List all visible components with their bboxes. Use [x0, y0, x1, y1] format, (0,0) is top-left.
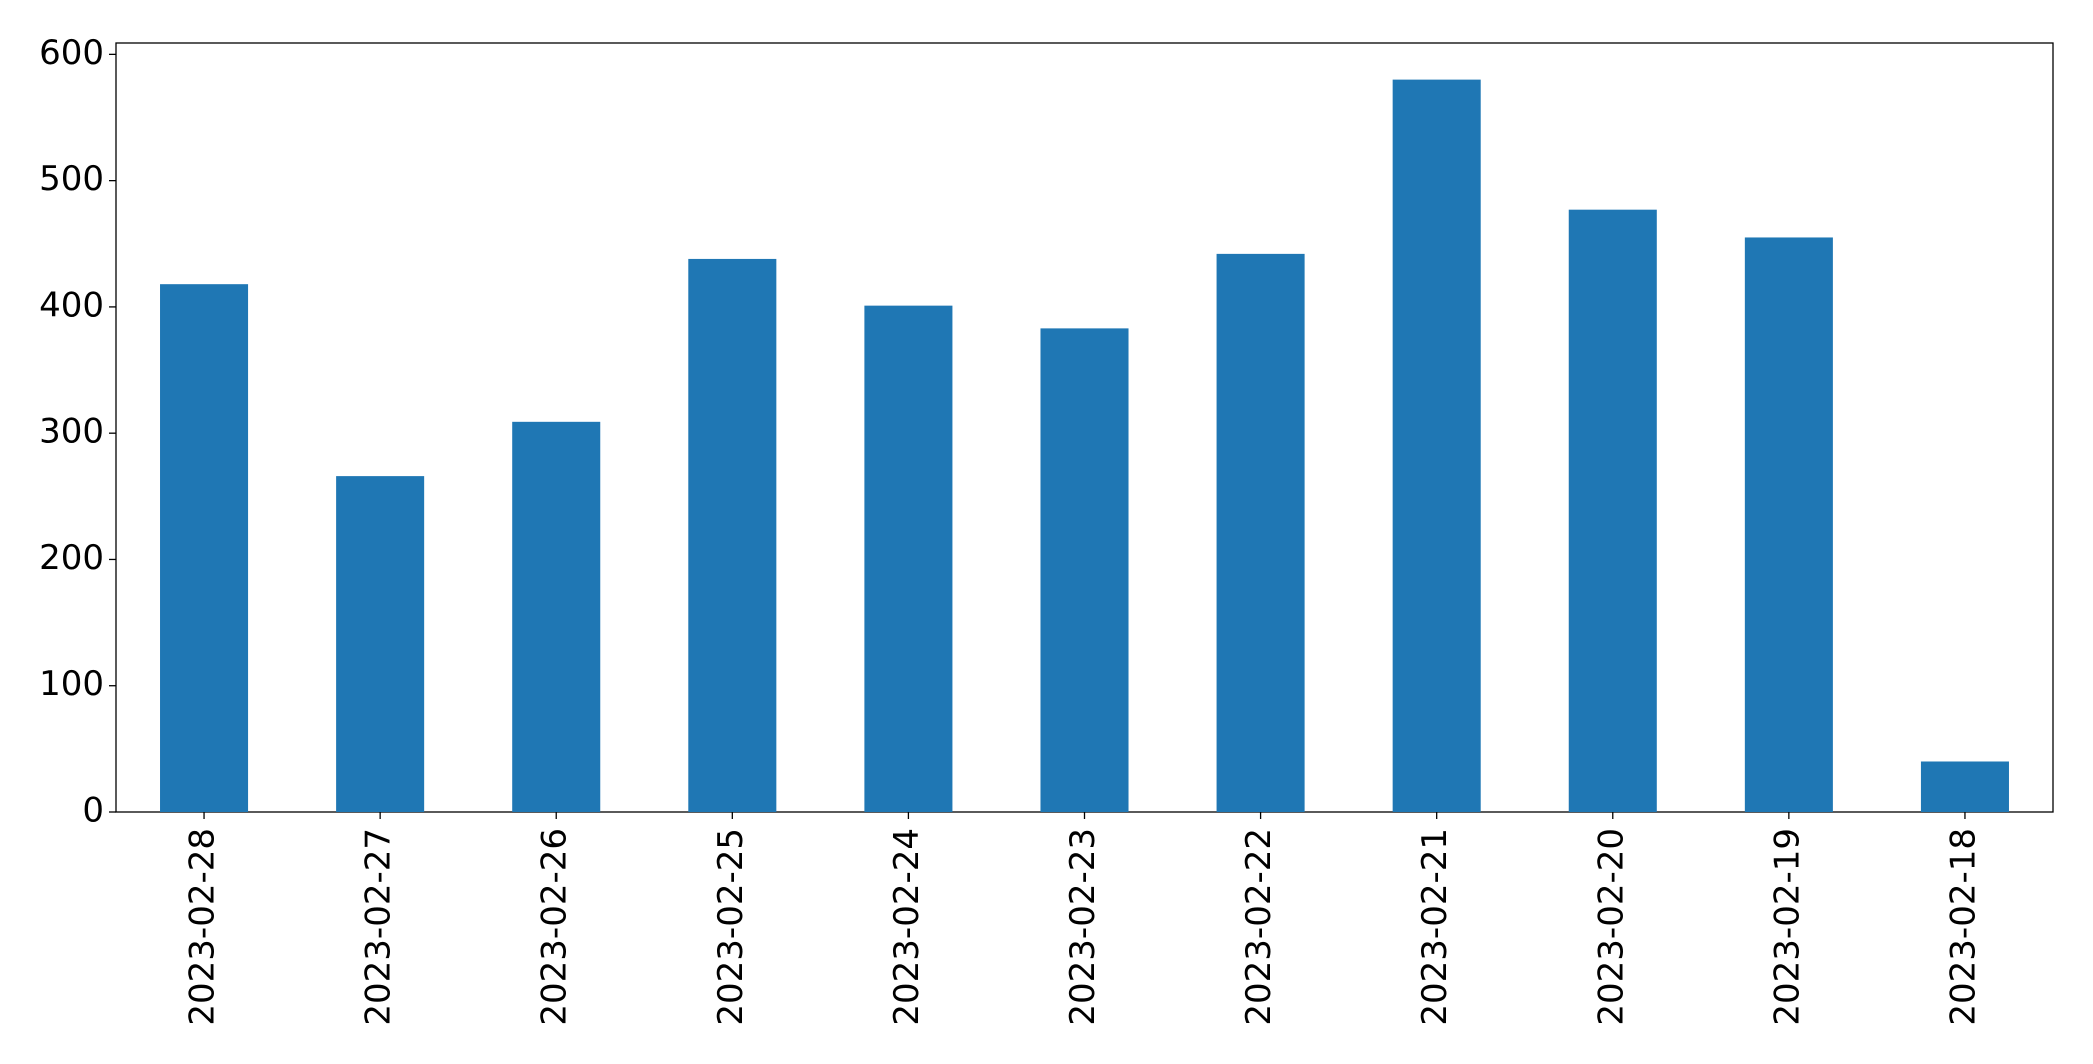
x-tick-label: 2023-02-26: [535, 828, 575, 1026]
y-tick-label: 200: [39, 538, 104, 578]
y-tick-label: 100: [39, 664, 104, 704]
bar: [336, 476, 425, 812]
x-tick-label: 2023-02-27: [359, 828, 399, 1026]
bar: [1568, 209, 1657, 812]
x-tick-label: 2023-02-22: [1239, 828, 1279, 1026]
x-tick-label: 2023-02-25: [711, 828, 751, 1026]
x-tick-label: 2023-02-20: [1591, 828, 1631, 1026]
bar: [1920, 761, 2009, 812]
bar: [160, 284, 249, 812]
bar: [1040, 328, 1129, 812]
bar: [1392, 79, 1481, 813]
y-tick-label: 600: [39, 33, 104, 73]
y-tick-label: 300: [39, 412, 104, 452]
y-tick-label: 0: [82, 791, 104, 831]
x-tick-label: 2023-02-18: [1943, 828, 1983, 1026]
bar: [512, 421, 601, 812]
bar: [864, 305, 953, 812]
bar: [688, 258, 777, 812]
x-tick-label: 2023-02-19: [1767, 828, 1807, 1026]
x-tick-label: 2023-02-21: [1415, 828, 1455, 1026]
bar: [1216, 253, 1305, 813]
x-tick-label: 2023-02-24: [887, 828, 927, 1026]
y-tick-label: 500: [39, 159, 104, 199]
bar: [1744, 237, 1833, 812]
x-tick-label: 2023-02-23: [1063, 828, 1103, 1026]
x-tick-label: 2023-02-28: [183, 828, 223, 1026]
y-tick-label: 400: [39, 285, 104, 325]
